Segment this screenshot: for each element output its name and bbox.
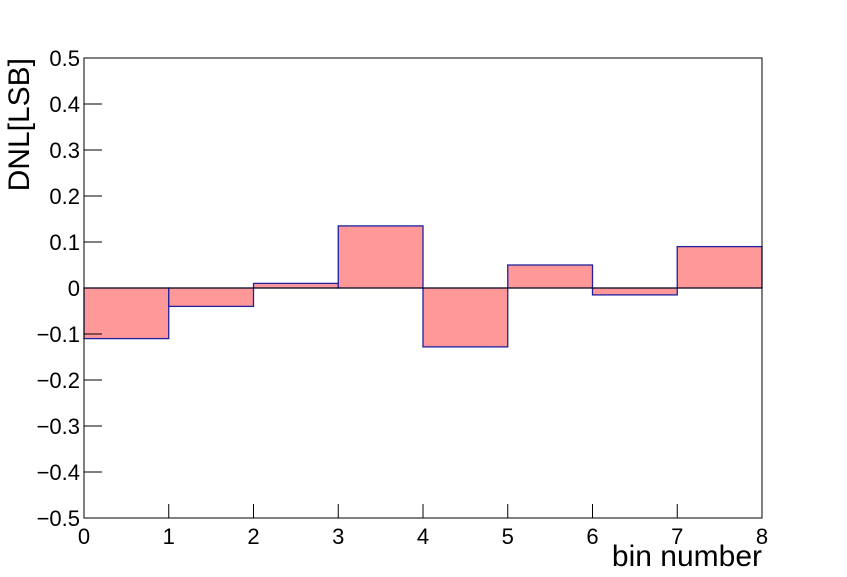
x-tick-label: 5 (502, 524, 514, 549)
y-tick-label: 0.2 (49, 184, 80, 209)
y-tick-label: 0 (68, 276, 80, 301)
y-tick-label: −0.3 (37, 414, 80, 439)
x-tick-label: 1 (163, 524, 175, 549)
x-tick-label: 3 (332, 524, 344, 549)
y-tick-label: 0.4 (49, 92, 80, 117)
y-tick-label: −0.4 (37, 460, 80, 485)
y-tick-label: 0.5 (49, 46, 80, 71)
bar (507, 264, 594, 289)
x-tick-label: 4 (417, 524, 429, 549)
bar (252, 282, 339, 289)
x-tick-label: 0 (78, 524, 90, 549)
x-tick-label: 7 (671, 524, 683, 549)
bar (676, 245, 763, 289)
x-axis-title: bin number (612, 540, 762, 573)
x-tick-label: 2 (247, 524, 259, 549)
y-tick-label: −0.5 (37, 506, 80, 531)
bar (83, 287, 170, 340)
bar (591, 287, 678, 296)
y-axis-title: DNL[LSB] (3, 58, 36, 191)
bar (422, 287, 509, 348)
x-tick-label: 8 (756, 524, 768, 549)
y-tick-label: −0.1 (37, 322, 80, 347)
y-tick-label: −0.2 (37, 368, 80, 393)
bar (337, 225, 424, 289)
y-tick-label: 0.1 (49, 230, 80, 255)
x-tick-label: 6 (586, 524, 598, 549)
bar (168, 287, 255, 308)
y-tick-label: 0.3 (49, 138, 80, 163)
